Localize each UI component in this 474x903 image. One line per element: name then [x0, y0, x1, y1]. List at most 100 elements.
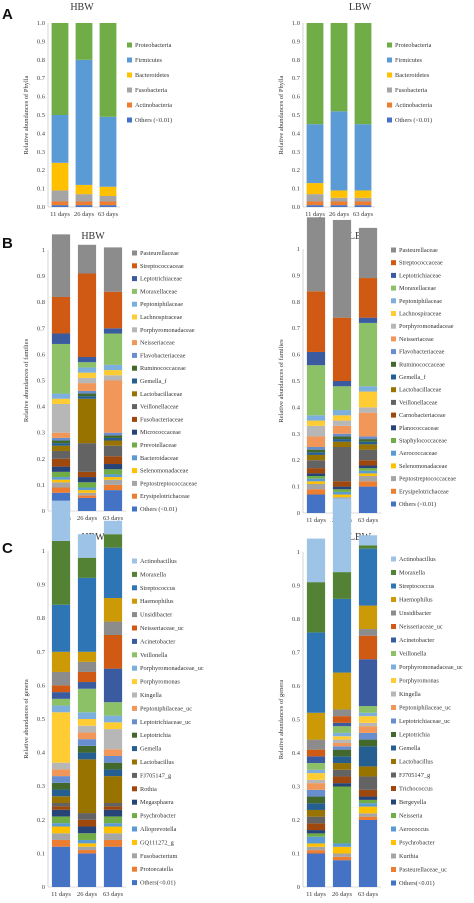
legend-swatch [132, 263, 137, 269]
bar-segment-11 [332, 756, 352, 764]
bar-segment-9 [77, 813, 97, 820]
bar-segment-7 [103, 809, 123, 817]
legend-label: Veillonella [140, 652, 167, 659]
bar-segment-3 [332, 853, 352, 857]
legend-swatch [132, 455, 137, 461]
x-tick-label: 11 days [306, 517, 326, 524]
bar-segment-9 [51, 450, 71, 459]
bar-segment-9 [358, 449, 378, 461]
legend-swatch [391, 597, 396, 602]
bar-segment-24 [332, 572, 352, 599]
legend-label: Lactobacillus [399, 759, 433, 766]
bar-segment-9 [306, 460, 326, 469]
y-axis-label: Relative abundances of Phylla [23, 75, 30, 154]
legend-label: Selenomonadaceae [399, 463, 447, 470]
bar-segment-12 [51, 782, 71, 790]
x-tick-label: 26 days [77, 891, 98, 898]
bar-segment-3 [358, 813, 378, 817]
bar-segment-6 [103, 816, 123, 824]
bar-segment-1 [306, 494, 326, 513]
chart-title: HBW [81, 231, 105, 242]
legend-swatch [391, 624, 396, 629]
legend-swatch [132, 506, 137, 512]
legend-label: Leptotrichiaceae [399, 272, 441, 279]
legend-label: Gemella [140, 746, 162, 753]
bar-segment-3 [77, 492, 97, 496]
bar-segment-4 [51, 826, 71, 834]
y-tick-label: 0.7 [292, 75, 301, 82]
bar-segment-4 [358, 473, 378, 477]
y-tick-label: 1.0 [37, 20, 45, 27]
x-tick-label: 11 days [305, 211, 325, 218]
y-tick-label: 0.3 [37, 783, 45, 790]
bar-segment-6 [51, 23, 69, 115]
legend-label: Others (<0.01) [135, 117, 172, 124]
legend-label: Planococcaceae [399, 425, 439, 432]
chart-a-lbw: LBW Relative abundances of Phylla 0.0 0.1 0.… [278, 2, 432, 218]
bar-segment-1 [51, 205, 69, 207]
legend-label: Unsidibacter [399, 610, 432, 617]
bar-segment-2 [103, 839, 123, 847]
legend-swatch [132, 679, 137, 685]
bar-segment-6 [332, 786, 352, 844]
legend-swatch [391, 556, 396, 562]
bar-segment-4 [354, 190, 372, 198]
legend-label: Flavobacteriaceae [399, 349, 445, 356]
legend-swatch [132, 799, 137, 805]
legend-label: Flavobacteriaceae [140, 352, 186, 359]
bar-segment-13 [77, 390, 97, 394]
bar-segment-6 [51, 816, 71, 824]
bar-segment-5 [358, 803, 378, 807]
bar-segment-11 [306, 803, 326, 810]
legend-label: Streptococcaceae [140, 263, 184, 270]
bar-segment-14 [358, 412, 378, 437]
legend-swatch [132, 826, 137, 832]
bar-segment-19 [77, 682, 97, 689]
bar-segment-3 [330, 197, 348, 202]
bar-segment-21 [77, 244, 97, 274]
legend-swatch [387, 102, 392, 108]
bar-segment-16 [103, 370, 123, 376]
bar-segment-23 [103, 547, 123, 599]
bar-segment-4 [77, 843, 97, 847]
legend-label: Proteobacteria [395, 42, 432, 49]
bar-segment-5 [77, 839, 97, 844]
legend-label: Leptotrichiaceae_uc [140, 719, 191, 726]
bar-segment-8 [332, 481, 352, 487]
bar-segment-1 [103, 846, 123, 887]
legend-label: Firmicutes [135, 57, 162, 64]
bar-segment-2 [51, 839, 71, 847]
y-tick-label: 0.9 [292, 38, 300, 45]
bar-segment-15 [332, 739, 352, 743]
bar-segment-7 [306, 830, 326, 834]
bar-segment-15 [103, 729, 123, 750]
legend-label: Veillonellaceae [399, 399, 438, 406]
bar-segment-2 [306, 850, 326, 854]
bar-segment-17 [77, 712, 97, 719]
y-tick-label: 0.3 [292, 431, 300, 438]
y-tick-label: 0.5 [292, 112, 300, 119]
legend-swatch [391, 786, 396, 791]
legend-swatch [391, 570, 396, 575]
x-tick-label: 63 days [353, 211, 374, 218]
legend-swatch [391, 732, 396, 737]
legend-label: Peptoniphilaceae_uc [140, 705, 192, 712]
bar-segment-17 [332, 410, 352, 416]
bar-segment-8 [51, 806, 71, 810]
bar-segment-15 [77, 377, 97, 384]
bar-segment-6 [75, 23, 93, 60]
legend-label: Lactobacillus [140, 759, 174, 766]
bar-segment-17 [103, 364, 123, 371]
bar-segment-1 [77, 497, 97, 511]
bar-segment-12 [51, 440, 71, 444]
bar-segment-21 [332, 219, 352, 318]
bar-segment-18 [103, 702, 123, 716]
bar-segment-15 [103, 375, 123, 381]
bar-segment-20 [306, 291, 326, 352]
bar-segment-18 [103, 333, 123, 365]
legend-label: Bacteroidetes [395, 72, 430, 79]
bar-segment-25 [51, 500, 71, 541]
legend-swatch [391, 298, 396, 304]
bar-segment-12 [77, 393, 97, 397]
y-tick-label: 0.0 [292, 204, 300, 211]
